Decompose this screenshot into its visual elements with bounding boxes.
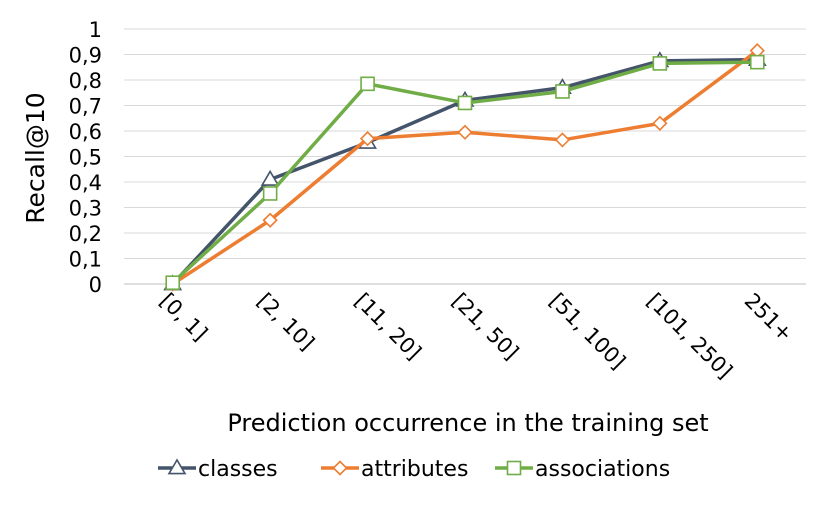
y-tick-label: 0,7 xyxy=(69,95,102,119)
y-tick-label: 1 xyxy=(89,18,102,42)
associations-point xyxy=(555,84,570,99)
x-tick-label: [51, 100] xyxy=(545,289,630,374)
y-axis-label: Recall@10 xyxy=(21,92,50,223)
legend-label: attributes xyxy=(361,457,468,482)
y-tick-label: 0 xyxy=(89,273,102,297)
x-tick-label: [21, 50] xyxy=(447,289,523,365)
x-tick-label: 251+ xyxy=(740,289,798,347)
legend-item-classes: classes xyxy=(158,457,278,482)
legend: classes attributes associations xyxy=(158,457,670,482)
classes-point xyxy=(260,169,280,186)
y-tick-label: 0,4 xyxy=(69,171,102,195)
series-associations xyxy=(165,54,765,291)
legend-swatch-marker xyxy=(167,458,187,475)
associations-point xyxy=(262,186,278,201)
x-tick-label: [0, 1] xyxy=(155,289,212,346)
x-tick-label: [2, 10] xyxy=(253,289,319,355)
y-tick-label: 0,1 xyxy=(69,248,102,272)
y-tick-label: 0,8 xyxy=(69,69,102,93)
attributes-point xyxy=(457,124,473,140)
legend-swatch-marker xyxy=(332,460,348,476)
y-gridlines xyxy=(124,28,806,285)
legend-label: classes xyxy=(198,457,278,482)
attributes-point xyxy=(359,131,376,147)
associations-point xyxy=(360,76,375,92)
attributes-line xyxy=(171,49,759,286)
attributes-point xyxy=(652,115,668,131)
legend-item-attributes: attributes xyxy=(321,457,468,482)
y-tick-label: 0,3 xyxy=(69,197,102,221)
series-classes xyxy=(163,50,767,291)
series-group xyxy=(163,43,767,292)
y-tick-label: 0,2 xyxy=(69,222,102,246)
y-tick-labels: 00,10,20,30,40,50,60,70,80,91 xyxy=(69,18,102,297)
attributes-point xyxy=(262,212,278,228)
y-tick-label: 0,5 xyxy=(69,146,102,170)
y-tick-label: 0,9 xyxy=(69,44,102,68)
y-tick-label: 0,6 xyxy=(69,120,102,144)
legend-item-associations: associations xyxy=(495,457,670,482)
associations-point xyxy=(652,56,668,71)
legend-label: associations xyxy=(535,457,670,482)
associations-point xyxy=(749,54,765,70)
x-tick-label: [11, 20] xyxy=(350,289,426,365)
series-attributes xyxy=(165,43,765,292)
legend-swatch-marker xyxy=(506,460,522,476)
associations-point xyxy=(457,95,473,111)
x-tick-label: [101, 250] xyxy=(642,289,737,384)
attributes-point xyxy=(554,132,571,148)
x-tick-labels: [0, 1] [2, 10] [11, 20] [21, 50] [51, 100] [1… xyxy=(155,289,797,384)
x-axis-label: Prediction occurrence in the training se… xyxy=(227,409,708,437)
associations-point xyxy=(165,275,181,291)
